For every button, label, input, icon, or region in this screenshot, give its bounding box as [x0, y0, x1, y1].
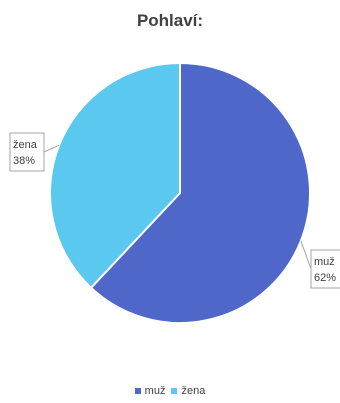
leader-line-zena	[43, 144, 60, 153]
chart-title: Pohlaví:	[136, 11, 204, 30]
data-label-category-zena: žena	[13, 139, 38, 151]
legend-swatch-zena	[171, 388, 178, 394]
data-label-percent-zena: 38%	[13, 155, 35, 167]
legend-swatch-muz	[134, 388, 141, 394]
legend: muž žena	[0, 385, 340, 397]
data-label-category-muz: muž	[314, 256, 335, 268]
data-label-box-zena	[9, 132, 45, 172]
legend-label-zena: žena	[181, 385, 206, 397]
data-label-percent-muz: 62%	[314, 272, 336, 284]
legend-item-zena: žena	[171, 385, 205, 397]
legend-label-muz: muž	[144, 385, 166, 397]
pie-slice-muz	[89, 61, 311, 324]
pie-slice-zena	[49, 61, 181, 290]
leader-line-muz	[300, 240, 312, 270]
data-label-box-muz	[310, 249, 340, 289]
legend-item-muz: muž	[134, 385, 166, 397]
